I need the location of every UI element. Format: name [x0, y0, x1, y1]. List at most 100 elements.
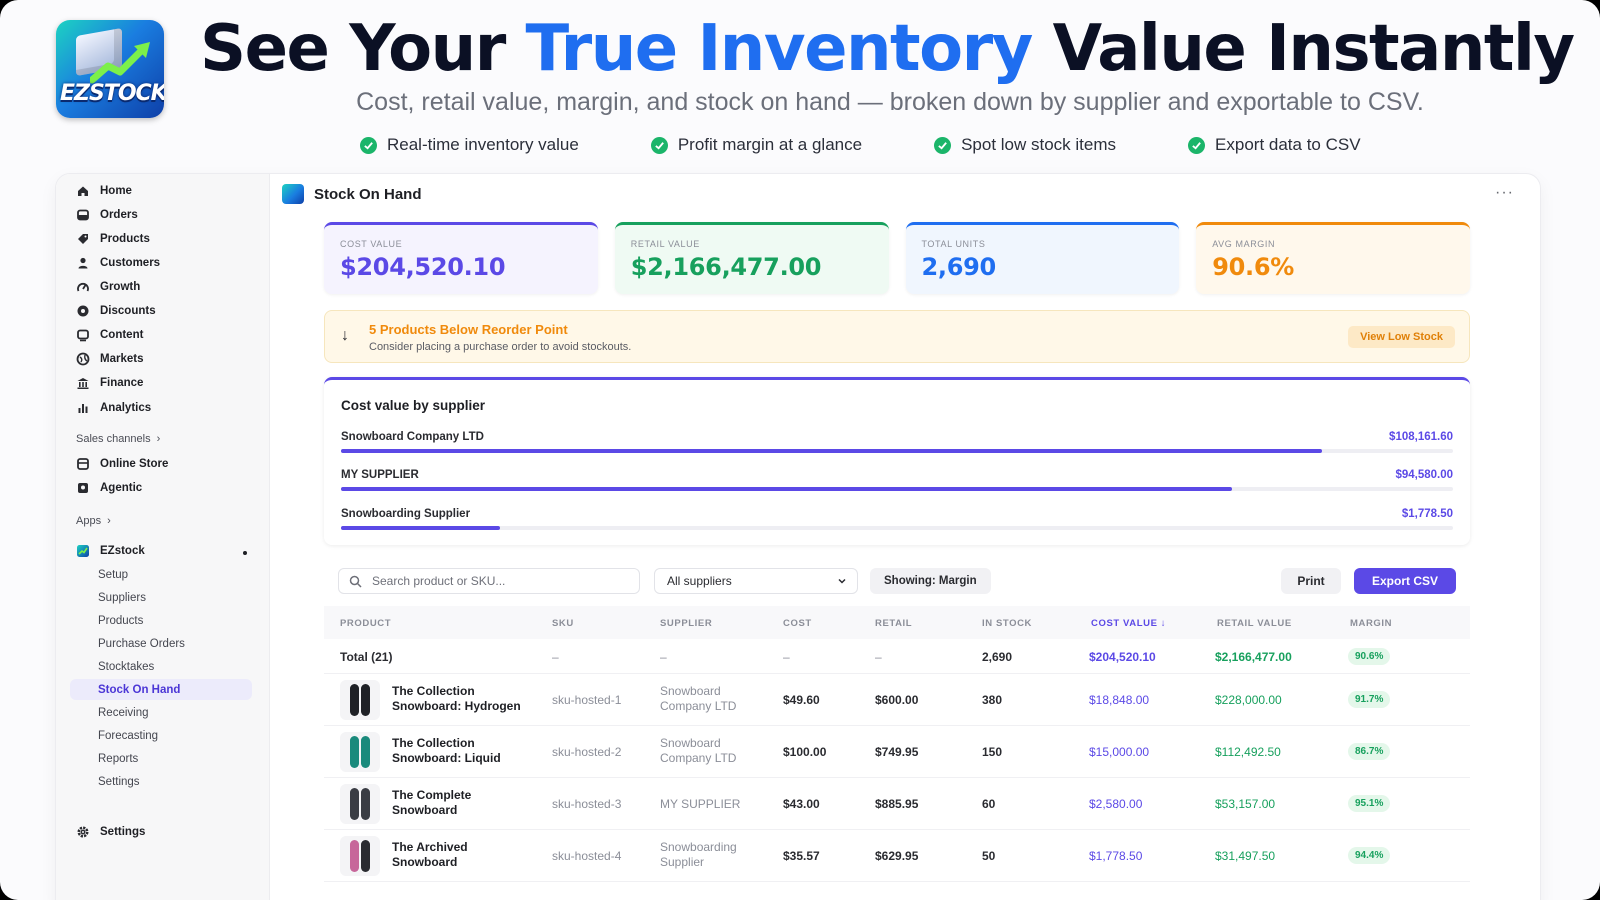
sidebar-item-label: Agentic: [100, 482, 143, 494]
product-retail: $600.00: [875, 693, 919, 707]
low-stock-alert: ↓ 5 Products Below Reorder Point Conside…: [324, 310, 1470, 363]
hero-title-pre: See Your: [200, 12, 526, 86]
alert-subtitle: Consider placing a purchase order to avo…: [369, 341, 632, 353]
export-csv-button[interactable]: Export CSV: [1354, 568, 1456, 594]
table-total-row: Total (21) – – – – 2,690 $204,520.10 $2,…: [324, 639, 1470, 674]
product-supplier: MY SUPPLIER: [660, 797, 741, 811]
total-supplier: –: [660, 650, 667, 664]
product-supplier: Snowboard Company LTD: [660, 736, 737, 765]
section-label-text: Sales channels: [76, 433, 151, 445]
logo-text: EZSTOCK: [60, 81, 164, 106]
app-item-reports[interactable]: Reports: [98, 752, 139, 765]
column-header-retail-value[interactable]: RETAIL VALUE: [1217, 618, 1292, 629]
kpi-card-retail-value: RETAIL VALUE $2,166,477.00: [614, 222, 889, 294]
table-row[interactable]: The Collection Snowboard: Hydrogen sku-h…: [324, 674, 1470, 726]
column-header-retail[interactable]: RETAIL: [875, 618, 913, 629]
sidebar-item-finance[interactable]: Finance: [76, 373, 143, 393]
sidebar-item-ezstock[interactable]: EZstock: [76, 541, 145, 561]
feature-label: Profit margin at a glance: [677, 135, 863, 154]
total-retail-value: $2,166,477.00: [1215, 650, 1292, 664]
print-button[interactable]: Print: [1281, 568, 1341, 594]
column-header-margin[interactable]: MARGIN: [1350, 618, 1393, 629]
table-row[interactable]: The Archived Snowboard sku-hosted-4 Snow…: [324, 830, 1470, 882]
bank-icon: [76, 376, 90, 390]
column-header-in-stock[interactable]: IN STOCK: [982, 618, 1033, 629]
feature-item: Export data to CSV: [1188, 133, 1361, 157]
product-sku: sku-hosted-3: [552, 797, 622, 811]
showing-margin-toggle[interactable]: Showing: Margin: [870, 568, 991, 594]
product-cost: $49.60: [783, 693, 820, 707]
pin-dot-icon: [243, 551, 247, 555]
supplier-bar-track: [341, 487, 1453, 491]
product-name[interactable]: The Collection Snowboard: Liquid: [392, 736, 501, 765]
column-header-cost-value[interactable]: COST VALUE ↓: [1091, 618, 1167, 629]
table-toolbar: Search product or SKU... All suppliers S…: [324, 567, 1470, 597]
snowboard-image: [350, 736, 359, 768]
sidebar-item-orders[interactable]: Orders: [76, 205, 138, 225]
sidebar-item-content[interactable]: Content: [76, 325, 143, 345]
column-header-cost[interactable]: COST: [783, 618, 812, 629]
chevron-right-icon: ›: [107, 515, 111, 527]
sidebar-item-label: Online Store: [100, 458, 169, 470]
app-item-stocktakes[interactable]: Stocktakes: [98, 660, 155, 673]
sidebar-item-agentic[interactable]: Agentic: [76, 478, 142, 498]
sidebar-item-customers[interactable]: Customers: [76, 253, 160, 273]
app-item-products[interactable]: Products: [98, 614, 144, 627]
product-name[interactable]: The Complete Snowboard: [392, 788, 472, 817]
sidebar-item-products[interactable]: Products: [76, 229, 150, 249]
sidebar-item-markets[interactable]: Markets: [76, 349, 143, 369]
supplier-row: Snowboard Company LTD $108,161.60: [341, 431, 1453, 461]
product-cost-value: $2,580.00: [1089, 797, 1143, 811]
app-item-setup[interactable]: Setup: [98, 568, 129, 581]
app-item-stock-on-hand[interactable]: Stock On Hand: [70, 679, 252, 700]
product-thumbnail: [340, 784, 380, 824]
product-retail: $885.95: [875, 797, 919, 811]
snowboard-image: [350, 840, 359, 872]
supplier-bar-track: [341, 526, 1453, 530]
sidebar-item-label: Settings: [100, 826, 146, 838]
supplier-bar-track: [341, 449, 1453, 453]
supplier-row: Snowboarding Supplier $1,778.50: [341, 508, 1453, 538]
chevron-down-icon: [838, 578, 846, 584]
product-cost: $100.00: [783, 745, 827, 759]
product-name[interactable]: The Collection Snowboard: Hydrogen: [392, 684, 521, 713]
view-low-stock-button[interactable]: View Low Stock: [1348, 326, 1455, 348]
app-item-suppliers[interactable]: Suppliers: [98, 591, 146, 604]
kpi-value: 2,690: [921, 253, 997, 281]
page-header: Stock On Hand: [282, 184, 422, 204]
more-actions-icon[interactable]: ···: [1495, 184, 1514, 201]
snowboard-image: [350, 684, 359, 716]
trend-arrow-icon: [90, 42, 150, 84]
sidebar-item-home[interactable]: Home: [76, 181, 132, 201]
product-supplier: Snowboarding Supplier: [660, 840, 737, 869]
column-header-supplier[interactable]: SUPPLIER: [660, 618, 713, 629]
product-retail-value: $53,157.00: [1215, 797, 1276, 811]
person-icon: [76, 256, 90, 270]
sidebar-item-discounts[interactable]: Discounts: [76, 301, 156, 321]
app-item-receiving[interactable]: Receiving: [98, 706, 149, 719]
table-row[interactable]: The Collection Snowboard: Liquid sku-hos…: [324, 726, 1470, 778]
product-name[interactable]: The Archived Snowboard: [392, 840, 468, 869]
column-header-sku[interactable]: SKU: [552, 618, 574, 629]
supplier-amount: $108,161.60: [1389, 431, 1453, 443]
sales-channels-header[interactable]: Sales channels ›: [76, 433, 160, 445]
column-header-product[interactable]: PRODUCT: [340, 618, 392, 629]
check-icon: [934, 136, 952, 154]
sidebar-item-online-store[interactable]: Online Store: [76, 454, 168, 474]
chevron-right-icon: ›: [156, 433, 161, 445]
app-item-settings[interactable]: Settings: [98, 775, 140, 788]
kpi-label: COST VALUE: [340, 239, 403, 249]
snowboard-image: [361, 840, 370, 872]
product-supplier: Snowboard Company LTD: [660, 684, 737, 713]
apps-header[interactable]: Apps ›: [76, 515, 111, 527]
app-item-purchase-orders[interactable]: Purchase Orders: [98, 637, 185, 650]
supplier-filter-select[interactable]: All suppliers: [654, 568, 858, 594]
margin-badge: 90.6%: [1348, 648, 1391, 665]
sidebar-item-growth[interactable]: Growth: [76, 277, 140, 297]
hero-title: See Your True Inventory Value Instantly: [200, 12, 1575, 86]
search-input[interactable]: Search product or SKU...: [338, 568, 640, 594]
sidebar-item-analytics[interactable]: Analytics: [76, 398, 151, 418]
table-row[interactable]: The Complete Snowboard sku-hosted-3 MY S…: [324, 778, 1470, 830]
app-item-forecasting[interactable]: Forecasting: [98, 729, 159, 742]
sidebar-item-settings[interactable]: Settings: [76, 822, 145, 842]
